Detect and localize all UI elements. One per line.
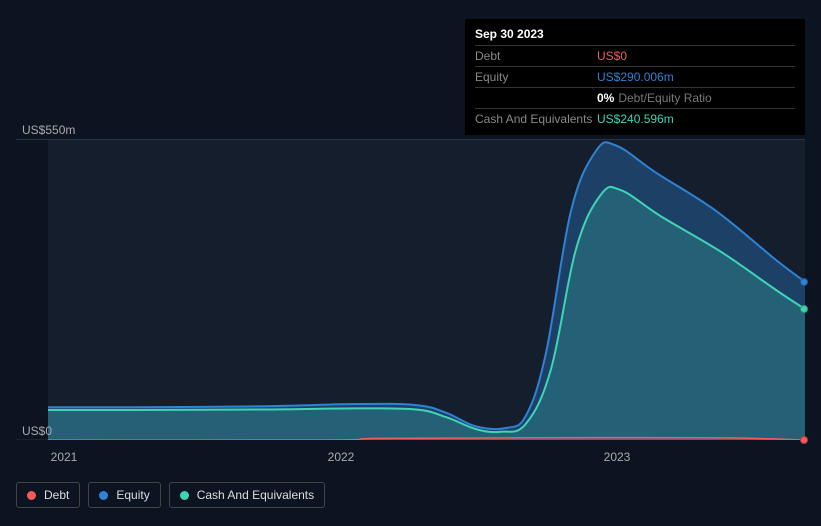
tooltip-ratio-pct: 0%: [597, 91, 614, 105]
legend-dot-cash: [180, 491, 189, 500]
tooltip-cash-label: Cash And Equivalents: [475, 110, 597, 128]
legend-item-debt[interactable]: Debt: [16, 482, 80, 508]
x-axis-label: 2023: [604, 450, 631, 464]
tooltip-ratio-spacer: [475, 89, 597, 107]
tooltip-panel: Sep 30 2023 Debt US$0 Equity US$290.006m…: [465, 19, 805, 135]
legend-dot-debt: [27, 491, 36, 500]
y-axis-label-min: US$0: [22, 424, 52, 438]
chart-plot-area[interactable]: [16, 140, 805, 440]
legend-label-debt: Debt: [44, 488, 69, 502]
tooltip-equity-value: US$290.006m: [597, 68, 795, 86]
tooltip-row-debt: Debt US$0: [475, 45, 795, 66]
legend: Debt Equity Cash And Equivalents: [16, 482, 325, 508]
series-end-marker: [800, 305, 808, 313]
legend-item-cash[interactable]: Cash And Equivalents: [169, 482, 325, 508]
x-axis-label: 2021: [51, 450, 78, 464]
y-axis-label-max: US$550m: [22, 123, 75, 137]
legend-dot-equity: [99, 491, 108, 500]
tooltip-ratio-label: Debt/Equity Ratio: [618, 91, 711, 105]
area-chart-svg: [16, 140, 805, 440]
tooltip-date: Sep 30 2023: [475, 25, 795, 43]
x-axis-label: 2022: [328, 450, 355, 464]
chart-container: Sep 30 2023 Debt US$0 Equity US$290.006m…: [0, 0, 821, 526]
tooltip-cash-value: US$240.596m: [597, 110, 795, 128]
tooltip-row-equity: Equity US$290.006m: [475, 66, 795, 87]
legend-label-cash: Cash And Equivalents: [197, 488, 314, 502]
series-end-marker: [800, 278, 808, 286]
tooltip-equity-label: Equity: [475, 68, 597, 86]
tooltip-row-cash: Cash And Equivalents US$240.596m: [475, 108, 795, 129]
tooltip-ratio-value: 0% Debt/Equity Ratio: [597, 89, 795, 107]
tooltip-debt-value: US$0: [597, 47, 795, 65]
legend-label-equity: Equity: [116, 488, 149, 502]
tooltip-row-ratio: 0% Debt/Equity Ratio: [475, 87, 795, 108]
legend-item-equity[interactable]: Equity: [88, 482, 160, 508]
tooltip-debt-label: Debt: [475, 47, 597, 65]
series-end-marker: [800, 436, 808, 444]
